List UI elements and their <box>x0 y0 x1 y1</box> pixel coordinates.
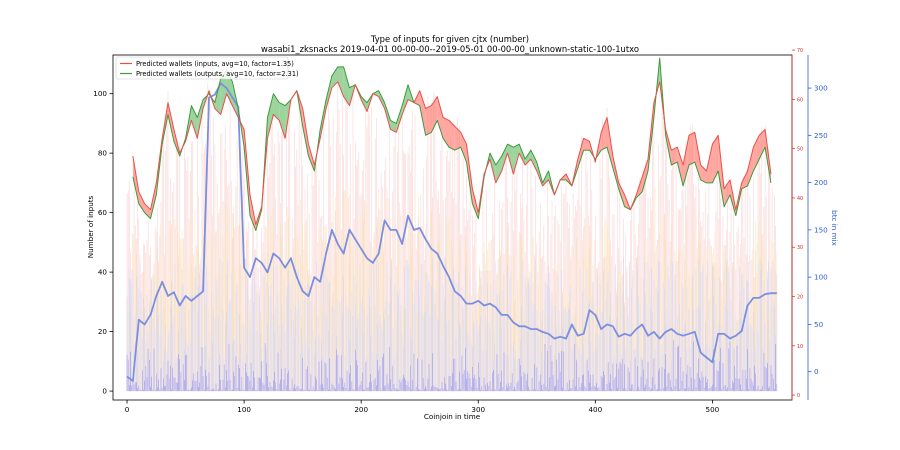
fill-segment <box>513 144 520 174</box>
fill-segment <box>583 138 590 151</box>
fill-segment <box>326 75 332 109</box>
y-tick-label: 20 <box>98 327 108 336</box>
x-tick-label: 0 <box>125 405 130 414</box>
y-tick-label: 80 <box>98 149 108 158</box>
x-tick-label: 400 <box>588 405 602 414</box>
fill-segment <box>460 132 467 163</box>
fill-segment <box>530 150 537 171</box>
fill-segment <box>454 126 461 151</box>
fill-segment <box>759 129 766 160</box>
y3-tick-label: 30 <box>797 245 803 251</box>
series-line-btc-in-mix <box>126 82 777 382</box>
fill-segment <box>495 156 502 183</box>
fill-segment <box>331 66 338 88</box>
y3-tick-label: 60 <box>797 97 803 103</box>
legend: Predicted wallets (inputs, avg=10, facto… <box>115 56 299 80</box>
fill-segment <box>677 147 684 186</box>
x-axis: 0 100 200 300 400 500 <box>125 400 720 414</box>
fill-segment <box>519 144 526 166</box>
chart-title: Type of inputs for given cjtx (number) <box>370 34 529 44</box>
fill-segment <box>168 102 174 142</box>
fill-segment <box>144 203 151 219</box>
y2-tick-label: 300 <box>814 84 828 93</box>
y-axis-label: Number of inputs <box>86 195 95 258</box>
y2-tick-label: 250 <box>814 131 828 140</box>
fill-segment <box>448 120 455 151</box>
y3-tick-label: 20 <box>797 295 803 301</box>
fill-segment <box>402 84 409 115</box>
legend-box <box>115 56 289 80</box>
y-tick-label: 60 <box>98 208 108 217</box>
fill-segment <box>390 120 397 133</box>
fill-segment <box>601 117 608 151</box>
legend-label-inputs: Predicted wallets (inputs, avg=10, facto… <box>136 60 294 68</box>
lines-layer <box>126 57 777 382</box>
fill-segment <box>501 144 508 171</box>
y-tick-label: 0 <box>102 387 107 396</box>
fill-segment <box>671 147 678 166</box>
fill-segment <box>694 132 701 180</box>
fill-segment <box>279 102 286 139</box>
x-tick-label: 500 <box>706 405 720 414</box>
plot-area <box>112 54 793 401</box>
fill-segment <box>425 105 432 136</box>
y-axis: 0 20 40 60 80 100 <box>93 89 113 396</box>
fill-segment <box>525 150 531 166</box>
fill-segment <box>688 132 695 166</box>
fill-segment <box>191 105 198 139</box>
fill-segment <box>372 90 379 97</box>
x-tick-label: 200 <box>354 405 368 414</box>
y3-axis-red: 0 10 20 30 40 50 60 70 <box>791 48 803 400</box>
x-axis-label: Coinjoin in time <box>424 412 481 421</box>
y3-tick-label: 70 <box>797 48 803 54</box>
fill-segment <box>220 69 227 115</box>
y3-tick-label: 40 <box>797 196 803 202</box>
y2-axis-label: btc in mix <box>830 210 839 246</box>
fill-segment <box>437 96 444 139</box>
y2-tick-label: 0 <box>814 367 819 376</box>
x-tick-label: 100 <box>237 405 251 414</box>
fill-segment <box>712 135 719 183</box>
y2-tick-label: 200 <box>814 178 828 187</box>
fill-segment <box>273 93 280 121</box>
y-tick-label: 100 <box>93 89 107 98</box>
fill-segment <box>642 159 649 192</box>
fill-segment <box>138 191 145 213</box>
chart-subtitle: wasabi1_zksnacks 2019-04-01 00-00-00--20… <box>261 44 639 54</box>
y-tick-label: 40 <box>98 268 108 277</box>
fill-segment <box>396 105 403 133</box>
fill-segment <box>706 144 713 183</box>
fill-segment <box>683 135 689 186</box>
fill-segment <box>507 144 514 174</box>
fill-segment <box>337 66 344 97</box>
fill-segment <box>431 96 438 133</box>
y2-tick-label: 150 <box>814 225 828 234</box>
fill-segment <box>419 90 426 136</box>
x-tick-label: 300 <box>471 405 485 414</box>
fill-segment <box>741 170 748 189</box>
legend-label-outputs: Predicted wallets (outputs, avg=10, fact… <box>136 70 299 78</box>
fill-segment <box>747 147 754 186</box>
fill-segment <box>267 93 274 139</box>
y2-tick-label: 100 <box>814 273 828 282</box>
y3-tick-label: 0 <box>797 393 800 399</box>
series-line-inputs <box>132 81 772 225</box>
y3-tick-label: 10 <box>797 344 803 350</box>
y2-axis-btc: 0 50 100 150 200 250 300 <box>807 55 828 400</box>
y2-tick-label: 50 <box>814 320 824 329</box>
fill-segment <box>378 90 385 109</box>
fill-segment <box>343 66 350 106</box>
y3-tick-label: 50 <box>797 147 803 153</box>
fill-segment <box>577 138 584 169</box>
fill-segment <box>302 108 309 157</box>
